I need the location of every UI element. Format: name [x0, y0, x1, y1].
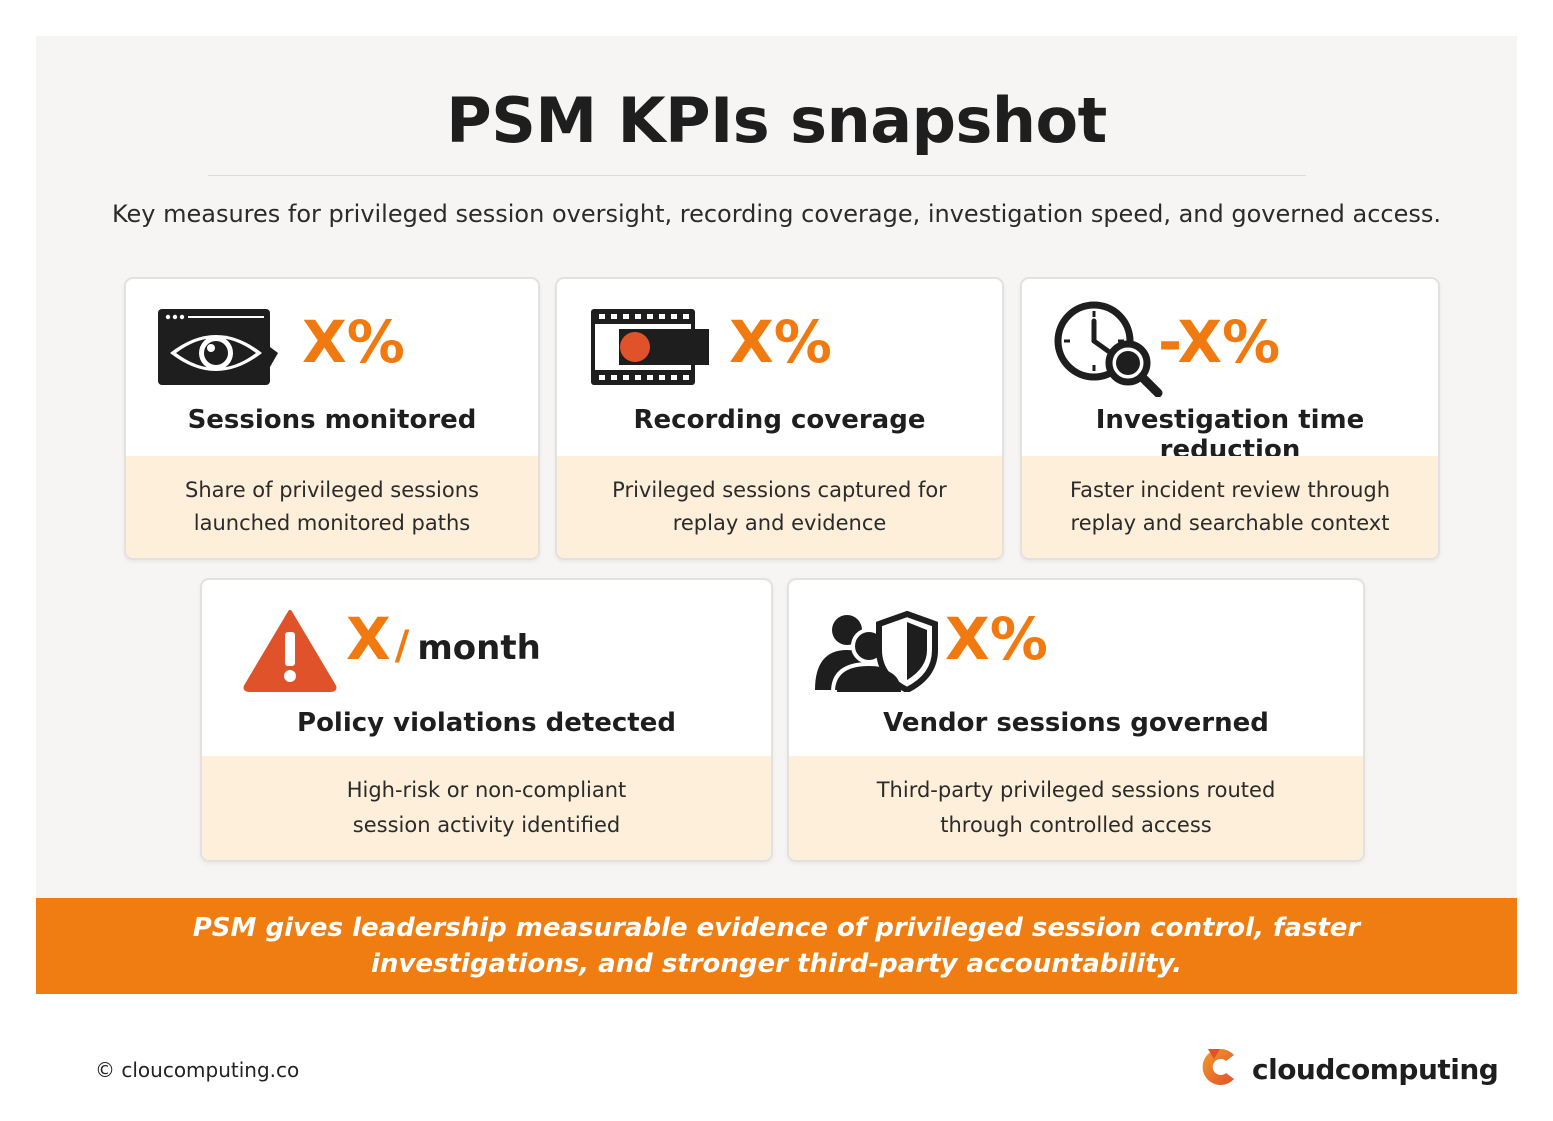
kpi-label: Vendor sessions governed [883, 708, 1269, 738]
kpi-description: Faster incident review through replay an… [1022, 456, 1438, 558]
kpi-value: X% [729, 308, 832, 376]
brand-logo: cloudcomputing [1198, 1045, 1499, 1093]
kpi-label: Policy violations detected [297, 708, 676, 738]
kpi-card-recording-coverage: X% Recording coverage Privileged session… [555, 277, 1004, 560]
film-record-icon [589, 307, 711, 391]
kpi-value: -X% [1158, 308, 1281, 376]
summary-banner-text: PSM gives leadership measurable evidence… [192, 913, 1361, 979]
kpi-value-separator: / [394, 623, 410, 669]
page-subtitle: Key measures for privileged session over… [111, 200, 1442, 228]
kpi-card-investigation-time: -X% Investigation time reduction Faster … [1020, 277, 1440, 560]
kpi-value: X / month [346, 610, 541, 668]
summary-banner: PSM gives leadership measurable evidence… [36, 898, 1517, 994]
kpi-value: X% [302, 308, 405, 376]
users-shield-icon [811, 606, 939, 696]
kpi-description: Share of privileged sessions launched mo… [126, 456, 538, 558]
kpi-label: Sessions monitored [187, 405, 477, 435]
kpi-description: Third-party privileged sessions routed t… [789, 756, 1363, 860]
warning-triangle-icon [242, 608, 338, 696]
eye-browser-icon [156, 307, 280, 391]
kpi-label: Recording coverage [633, 405, 926, 435]
kpi-card-vendor-sessions: X% Vendor sessions governed Third-party … [787, 578, 1365, 862]
kpi-description: High-risk or non-compliant session activ… [202, 756, 771, 860]
copyright-text: © cloucomputing.co [95, 1058, 300, 1082]
page-title: PSM KPIs snapshot [446, 84, 1107, 157]
brand-mark-icon [1198, 1045, 1240, 1093]
kpi-card-policy-violations: X / month Policy violations detected Hig… [200, 578, 773, 862]
kpi-description: Privileged sessions captured for replay … [557, 456, 1002, 558]
kpi-card-sessions-monitored: X% Sessions monitored Share of privilege… [124, 277, 540, 560]
clock-magnifier-icon [1054, 299, 1166, 401]
kpi-value: X% [945, 605, 1048, 673]
kpi-value-number: X [346, 605, 391, 673]
title-divider [208, 175, 1306, 176]
kpi-value-unit: month [417, 628, 541, 668]
brand-name: cloudcomputing [1252, 1052, 1499, 1086]
